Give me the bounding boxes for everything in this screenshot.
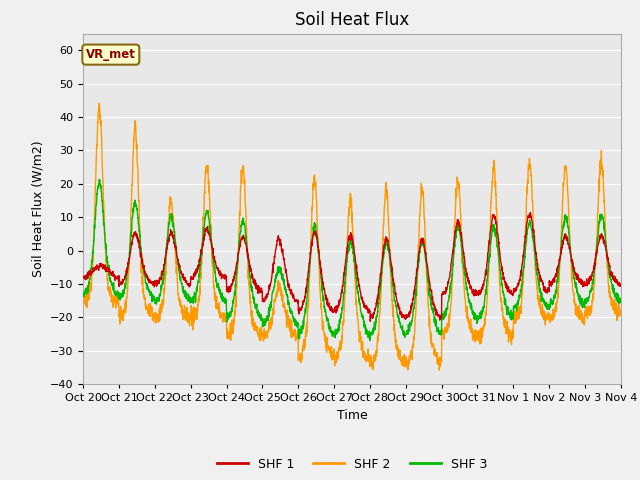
SHF 2 xyxy=(79,300,87,305)
SHF 1 xyxy=(570,267,577,273)
SHF 3 xyxy=(380,255,387,261)
SHF 2 xyxy=(368,363,376,369)
Text: VR_met: VR_met xyxy=(86,48,136,61)
SHF 3 xyxy=(230,299,237,304)
Line: SHF 1: SHF 1 xyxy=(83,212,621,321)
Line: SHF 3: SHF 3 xyxy=(83,180,621,340)
SHF 1 xyxy=(508,291,516,297)
SHF 1 xyxy=(229,279,237,285)
Title: Soil Heat Flux: Soil Heat Flux xyxy=(295,11,409,29)
SHF 3 xyxy=(96,177,104,182)
SHF 1 xyxy=(368,312,376,318)
SHF 1 xyxy=(79,274,87,280)
Y-axis label: Soil Heat Flux (W/m2): Soil Heat Flux (W/m2) xyxy=(31,141,44,277)
SHF 2 xyxy=(230,325,237,331)
SHF 3 xyxy=(368,332,376,338)
X-axis label: Time: Time xyxy=(337,408,367,421)
SHF 1 xyxy=(617,281,625,287)
SHF 2 xyxy=(509,336,516,342)
SHF 3 xyxy=(509,311,516,317)
SHF 1 xyxy=(527,209,534,215)
SHF 2 xyxy=(570,292,577,298)
SHF 1 xyxy=(367,318,374,324)
SHF 1 xyxy=(380,252,387,257)
SHF 3 xyxy=(585,296,593,301)
SHF 2 xyxy=(95,101,103,107)
SHF 3 xyxy=(366,337,374,343)
SHF 1 xyxy=(585,278,593,284)
Legend: SHF 1, SHF 2, SHF 3: SHF 1, SHF 2, SHF 3 xyxy=(212,453,492,476)
SHF 3 xyxy=(570,274,577,279)
SHF 2 xyxy=(380,223,387,229)
SHF 2 xyxy=(617,310,625,315)
SHF 3 xyxy=(617,299,625,305)
Line: SHF 2: SHF 2 xyxy=(83,104,621,370)
SHF 2 xyxy=(585,311,593,317)
SHF 3 xyxy=(79,293,87,299)
SHF 2 xyxy=(435,367,443,373)
